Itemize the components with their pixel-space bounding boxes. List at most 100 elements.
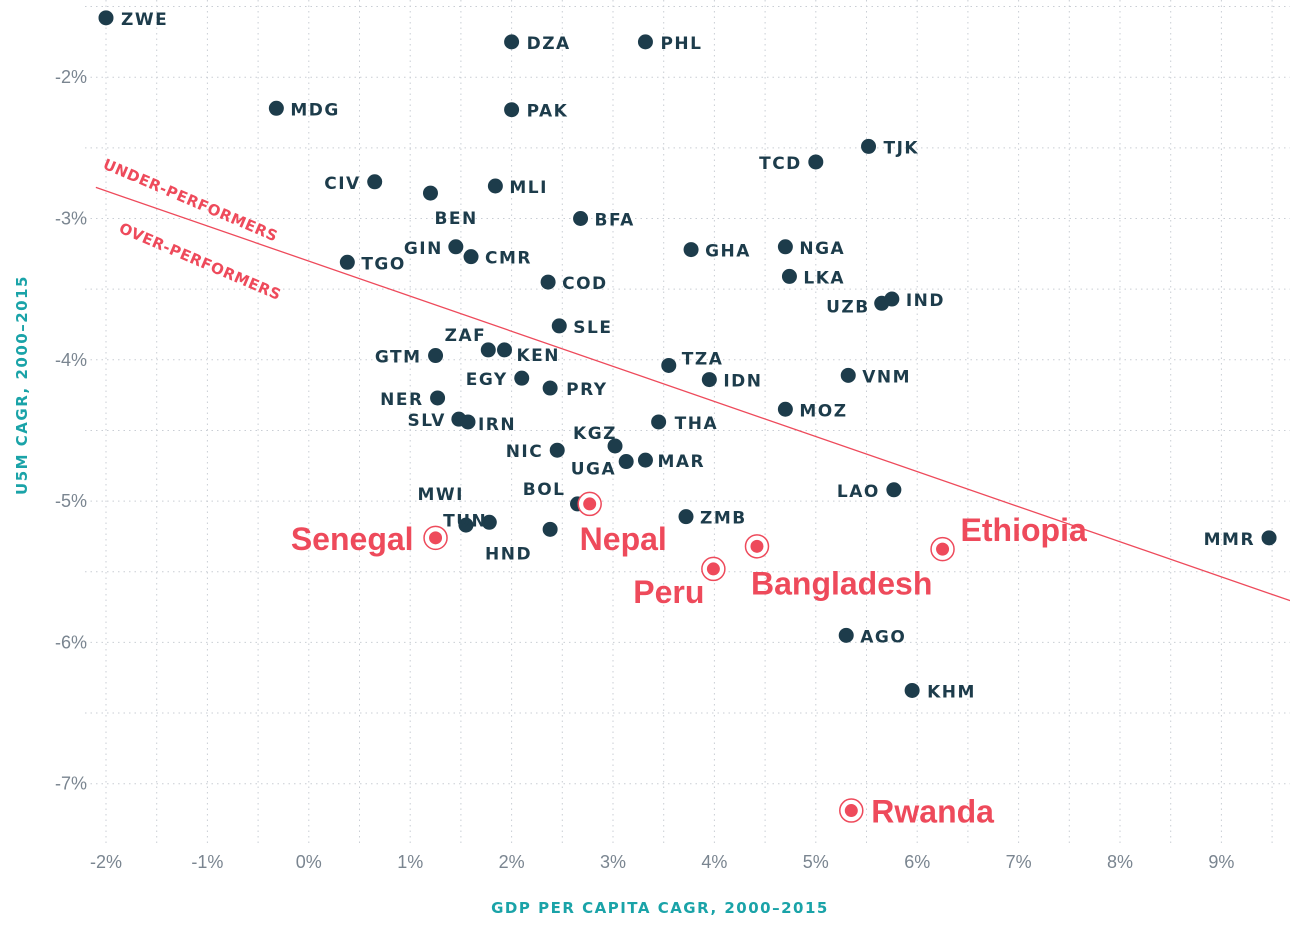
data-point-irn (460, 414, 476, 430)
data-point-mdg (268, 100, 284, 116)
x-tick-label: 8% (1107, 852, 1133, 872)
point-label-tcd: TCD (759, 154, 802, 174)
data-point-ben (422, 185, 438, 201)
data-point-zmb (678, 509, 694, 525)
point-label-hnd: HND (485, 544, 532, 564)
point-label-tza: TZA (682, 349, 724, 369)
data-point-phl (637, 34, 653, 50)
data-point-zaf (480, 342, 496, 358)
data-point-gtm (428, 348, 444, 364)
y-tick-label: -7% (55, 774, 87, 794)
highlight-point-rwanda (844, 804, 858, 818)
data-point-gin (448, 239, 464, 255)
highlight-point-bangladesh (750, 539, 764, 553)
data-point-idn (701, 372, 717, 388)
point-label-tun: TUN (443, 511, 487, 531)
data-point-zwe (98, 10, 114, 26)
data-point-kgz (607, 438, 623, 454)
data-point-ago (838, 627, 854, 643)
point-label-gha: GHA (705, 242, 751, 262)
x-tick-label: 4% (701, 852, 727, 872)
point-label-irn: IRN (478, 415, 516, 435)
data-point-vnm (840, 367, 856, 383)
point-label-ben: BEN (434, 209, 477, 229)
highlight-label-rwanda: Rwanda (871, 794, 994, 830)
data-point-tgo (339, 254, 355, 270)
highlight-label-senegal: Senegal (291, 521, 414, 557)
y-tick-label: -5% (55, 491, 87, 511)
y-tick-label: -6% (55, 632, 87, 652)
point-label-ind: IND (906, 291, 945, 311)
point-label-mli: MLI (509, 178, 548, 198)
data-point-uga (618, 454, 634, 470)
point-label-pry: PRY (566, 380, 607, 400)
point-label-gin: GIN (404, 239, 443, 259)
point-label-idn: IDN (723, 372, 762, 392)
data-point-tun (481, 514, 497, 530)
point-label-vnm: VNM (862, 367, 911, 387)
data-point-ind (884, 291, 900, 307)
x-tick-label: 5% (803, 852, 829, 872)
trend-line (95, 186, 1290, 602)
point-label-ken: KEN (517, 346, 561, 366)
x-tick-label: 6% (904, 852, 930, 872)
point-label-dza: DZA (527, 34, 571, 54)
data-point-civ (367, 174, 383, 190)
highlight-label-peru: Peru (633, 574, 704, 610)
data-point-dza (504, 34, 520, 50)
y-tick-label: -4% (55, 350, 87, 370)
data-point-bfa (573, 211, 589, 226)
x-tick-label: -2% (90, 852, 122, 872)
highlight-label-bangladesh: Bangladesh (751, 565, 932, 601)
data-point-mar (637, 452, 653, 468)
point-label-nga: NGA (799, 239, 845, 259)
data-point-cod (540, 274, 556, 290)
point-label-bol: BOL (523, 480, 566, 500)
x-tick-label: 9% (1208, 852, 1234, 872)
point-label-mwi: MWI (417, 485, 464, 505)
data-point-tcd (808, 154, 824, 170)
data-point-tjk (861, 138, 877, 154)
y-tick-label: -3% (55, 209, 87, 229)
x-tick-label: 0% (296, 852, 322, 872)
point-label-nic: NIC (506, 442, 544, 462)
data-point-hnd (542, 521, 558, 537)
point-label-lao: LAO (837, 482, 880, 502)
point-label-tha: THA (675, 414, 718, 434)
highlight-point-nepal (583, 497, 597, 511)
point-label-egy: EGY (466, 370, 508, 390)
point-label-zmb: ZMB (700, 509, 747, 529)
highlight-label-nepal: Nepal (580, 521, 667, 557)
point-label-mar: MAR (657, 452, 705, 472)
axis-ticks: -2% -1% 0% 1% 2% 3% 4% 5% 6% 7% 8% 9% -2% -3% -4% -5% -6… (55, 67, 1234, 872)
point-label-pak: PAK (527, 102, 569, 122)
point-label-ago: AGO (860, 627, 906, 647)
data-point-mmr (1261, 530, 1277, 546)
data-point-mli (487, 178, 503, 194)
x-tick-label: -1% (191, 852, 223, 872)
highlight-point-senegal (429, 531, 443, 545)
data-point-egy (514, 370, 530, 386)
trend-line-layer (95, 186, 1290, 602)
point-label-cmr: CMR (485, 249, 532, 269)
data-point-sle (551, 318, 567, 334)
highlight-point-peru (706, 562, 720, 576)
x-tick-label: 1% (397, 852, 423, 872)
point-label-ner: NER (380, 390, 423, 410)
data-point-mwi (458, 517, 474, 533)
data-point-gha (683, 242, 699, 258)
point-label-civ: CIV (324, 174, 360, 194)
point-label-khm: KHM (927, 682, 976, 702)
data-point-khm (904, 682, 920, 698)
point-label-zwe: ZWE (121, 10, 168, 30)
data-point-lka (781, 268, 797, 284)
x-axis-label: GDP PER CAPITA CAGR, 2000–2015 (491, 899, 829, 917)
point-label-mmr: MMR (1204, 530, 1255, 550)
data-points (98, 10, 1277, 823)
y-tick-label: -2% (55, 67, 87, 87)
point-label-sle: SLE (573, 318, 612, 338)
data-point-moz (777, 401, 793, 417)
highlight-label-ethiopia: Ethiopia (961, 512, 1087, 548)
